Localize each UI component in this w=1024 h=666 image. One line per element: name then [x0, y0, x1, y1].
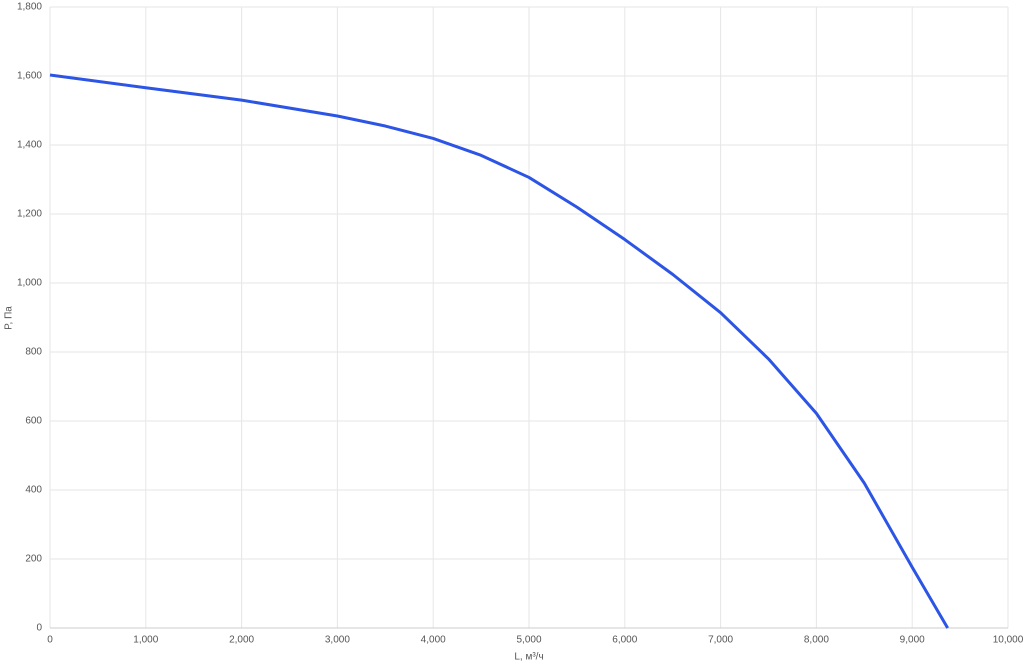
- x-tick-label: 0: [47, 635, 53, 646]
- x-tick-label: 5,000: [516, 635, 541, 646]
- y-tick-label: 200: [25, 554, 42, 565]
- y-tick-label: 1,200: [17, 209, 42, 220]
- x-tick-label: 2,000: [229, 635, 254, 646]
- x-tick-label: 10,000: [993, 635, 1024, 646]
- x-tick-label: 9,000: [900, 635, 925, 646]
- y-tick-label: 400: [25, 485, 42, 496]
- x-tick-label: 1,000: [133, 635, 158, 646]
- y-tick-label: 0: [36, 623, 42, 634]
- y-tick-label: 600: [25, 416, 42, 427]
- y-tick-label: 1,600: [17, 71, 42, 82]
- x-tick-label: 8,000: [804, 635, 829, 646]
- y-axis-label: P, Па: [4, 306, 15, 330]
- x-tick-label: 4,000: [421, 635, 446, 646]
- y-tick-label: 1,000: [17, 278, 42, 289]
- x-axis-label: L, м³/ч: [514, 652, 543, 663]
- y-tick-label: 800: [25, 347, 42, 358]
- y-tick-label: 1,800: [17, 2, 42, 13]
- y-tick-label: 1,400: [17, 140, 42, 151]
- line-series: [49, 73, 949, 629]
- x-tick-label: 7,000: [708, 635, 733, 646]
- x-tick-label: 3,000: [325, 635, 350, 646]
- x-tick-label: 6,000: [612, 635, 637, 646]
